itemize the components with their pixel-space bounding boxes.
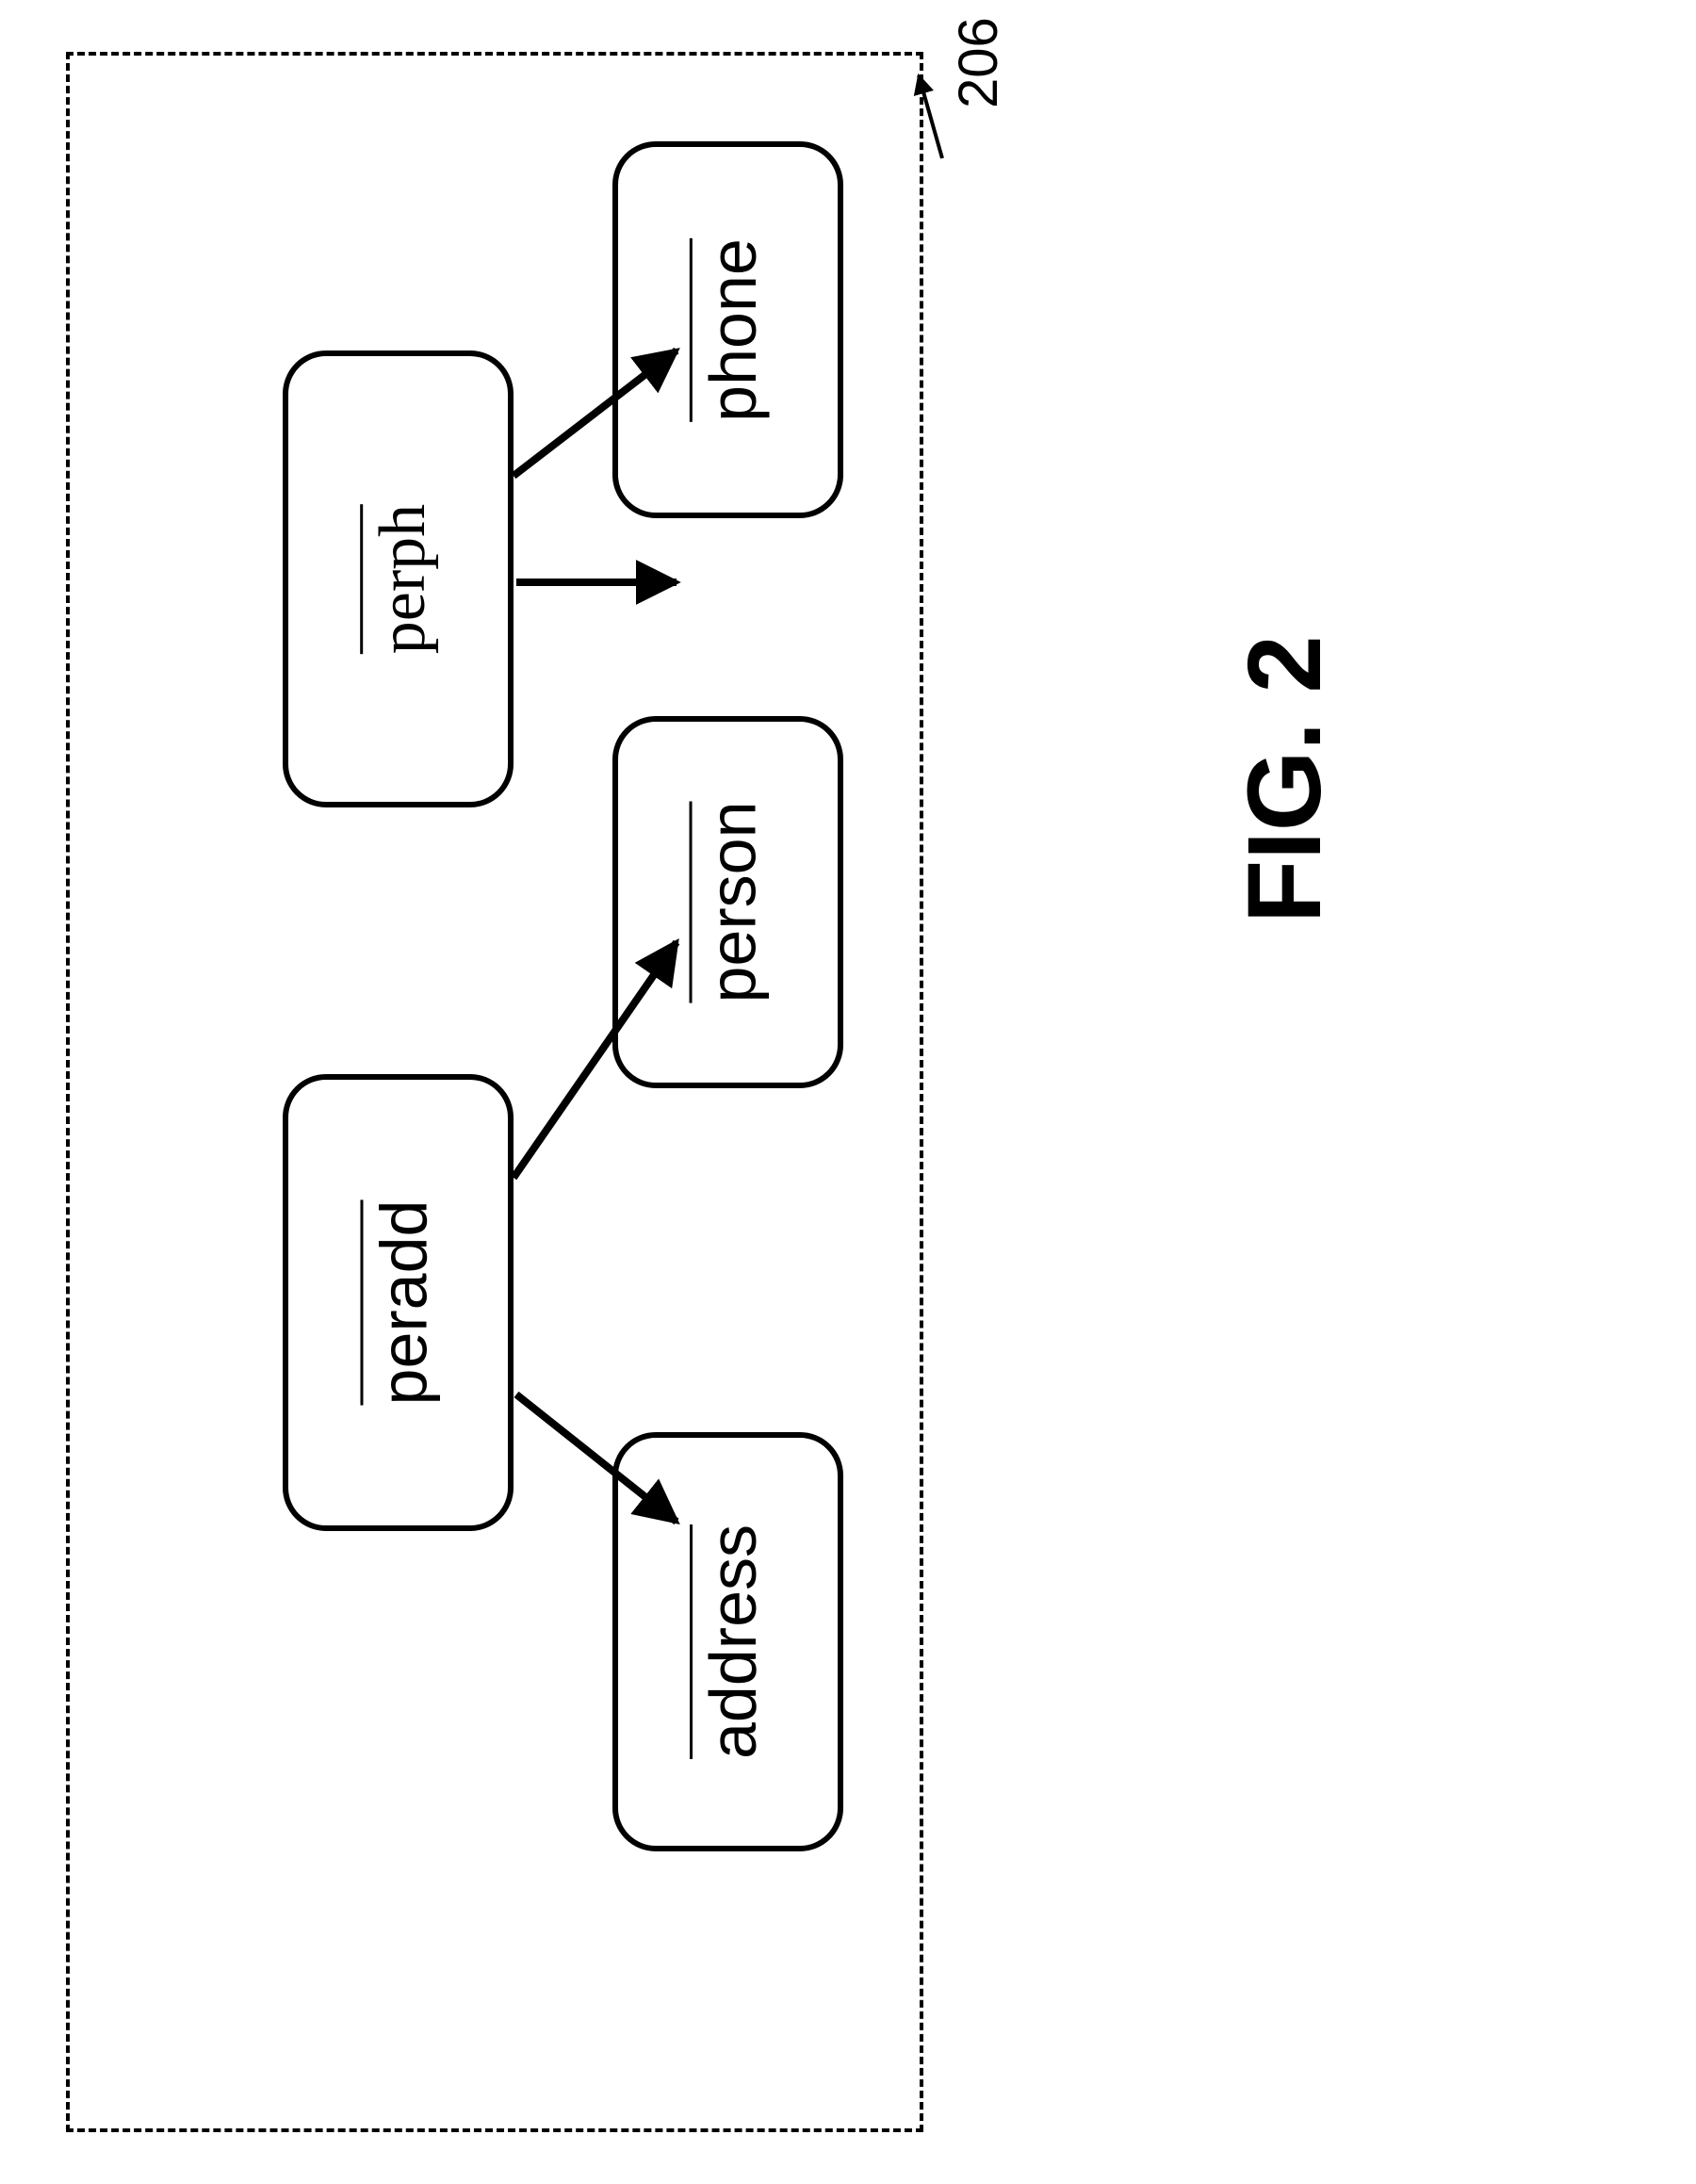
reference-label: 206: [947, 17, 1010, 108]
reference-label-text: 206: [948, 17, 1009, 108]
node-address: address: [612, 1432, 843, 1851]
node-peradd: peradd: [283, 1074, 514, 1531]
node-phone-label: phone: [690, 238, 766, 422]
figure-caption-text: FIG. 2: [1227, 635, 1343, 923]
diagram-canvas: perph peradd phone person address 206 FI…: [0, 0, 1696, 2184]
node-perph-label: perph: [360, 504, 436, 654]
node-phone: phone: [612, 141, 843, 518]
node-person-label: person: [690, 801, 766, 1002]
figure-caption: FIG. 2: [1225, 635, 1345, 923]
node-person: person: [612, 716, 843, 1088]
node-perph: perph: [283, 350, 514, 807]
node-address-label: address: [690, 1524, 766, 1759]
node-peradd-label: peradd: [360, 1200, 436, 1406]
